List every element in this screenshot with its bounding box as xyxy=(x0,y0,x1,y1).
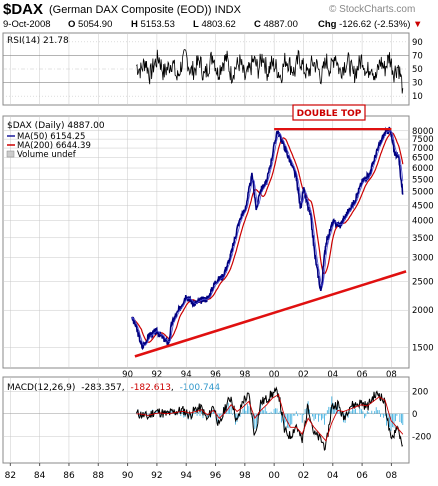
dax-price-line xyxy=(131,126,404,351)
rsi-panel: RSI(14) 21.78 90 70 50 30 10 xyxy=(2,32,423,106)
rsi-tick-label: 10 xyxy=(412,92,423,102)
x-tick-label: 08 xyxy=(386,471,398,481)
price-tick-label: 6500 xyxy=(412,154,434,164)
x-tick-label: 96 xyxy=(210,471,222,481)
price-x-tick-label: 94 xyxy=(181,370,192,380)
price-legend-volume: Volume undef xyxy=(6,150,77,160)
rsi-tick-label: 90 xyxy=(412,38,423,48)
stockcharts-logo: © StockCharts.com xyxy=(329,4,416,15)
price-tick-label: 1500 xyxy=(412,343,434,353)
rsi-tick-label: 30 xyxy=(412,79,423,89)
change-value: Chg -126.62 (-2.53%) ▼ xyxy=(318,19,423,30)
rsi-legend: RSI(14) 21.78 xyxy=(7,36,69,46)
support-trendline xyxy=(134,270,407,358)
price-x-tick-label: 02 xyxy=(298,370,309,380)
price-x-tick-label: 92 xyxy=(151,370,162,380)
ma200-line xyxy=(131,132,404,343)
x-tick-label: 86 xyxy=(63,471,75,481)
macd-panel: MACD(12,26,9) -283.357, -182.613, -100.7… xyxy=(2,376,431,464)
x-tick-label: 98 xyxy=(239,471,251,481)
double-top-annotation: DOUBLE TOP xyxy=(292,104,366,121)
macd-signal-line xyxy=(136,393,404,442)
price-tick-label: 8000 xyxy=(412,127,434,137)
price-x-tick-label: 00 xyxy=(269,370,280,380)
svg-text:MA(50) 6154.25: MA(50) 6154.25 xyxy=(17,132,85,142)
index-name: (German DAX Composite (EOD)) INDX xyxy=(49,4,241,16)
quote-date: 9-Oct-2008 xyxy=(3,19,51,30)
price-x-tick-label: 06 xyxy=(357,370,368,380)
price-frame xyxy=(2,115,410,369)
low-value: L 4803.62 xyxy=(193,19,236,30)
price-tick-label: 5000 xyxy=(412,188,434,198)
price-legend-dax: $DAX (Daily) 4887.00 xyxy=(7,121,105,131)
price-tick-label: 3500 xyxy=(412,234,434,244)
x-tick-label: 06 xyxy=(356,471,368,481)
macd-tick-label: 0 xyxy=(412,410,417,420)
rsi-tick-label: 50 xyxy=(412,65,423,75)
price-tick-label: 4500 xyxy=(412,201,434,211)
svg-text:DOUBLE TOP: DOUBLE TOP xyxy=(297,109,362,119)
price-tick-label: 2000 xyxy=(412,306,434,316)
x-tick-label: 94 xyxy=(180,471,192,481)
price-x-tick-label: 90 xyxy=(122,370,133,380)
price-x-tick-label: 96 xyxy=(210,370,221,380)
price-tick-label: 4000 xyxy=(412,216,434,226)
price-legend-ma50: MA(50) 6154.25 xyxy=(7,132,85,142)
price-legend-ma200: MA(200) 6644.39 xyxy=(7,141,91,151)
price-x-tick-label: 98 xyxy=(239,370,250,380)
x-tick-label: 82 xyxy=(5,471,16,481)
ma50-line xyxy=(131,130,404,346)
x-tick-label: 02 xyxy=(298,471,309,481)
x-tick-label: 00 xyxy=(268,471,280,481)
x-tick-label: 04 xyxy=(327,471,339,481)
price-tick-label: 7500 xyxy=(412,135,434,145)
price-x-tick-label: 08 xyxy=(386,370,397,380)
x-tick-label: 92 xyxy=(151,471,162,481)
high-value: H 5153.53 xyxy=(131,19,175,30)
price-tick-label: 2500 xyxy=(412,277,434,287)
price-tick-label: 7000 xyxy=(412,144,434,154)
macd-tick-label: -200 xyxy=(412,432,431,442)
chart-header: $DAX (German DAX Composite (EOD)) INDX 9… xyxy=(0,0,438,36)
macd-tick-label: 200 xyxy=(412,387,428,397)
open-value: O 5054.90 xyxy=(68,19,113,30)
x-axis: 82 84 86 88 90 92 94 96 98 00 02 04 06 08 xyxy=(5,463,398,481)
price-x-tick-label: 04 xyxy=(327,370,338,380)
x-tick-label: 84 xyxy=(34,471,46,481)
x-tick-label: 90 xyxy=(122,471,134,481)
close-value: C 4887.00 xyxy=(254,19,298,30)
x-tick-label: 88 xyxy=(93,471,105,481)
svg-text:MA(200) 6644.39: MA(200) 6644.39 xyxy=(17,141,91,151)
macd-legend: MACD(12,26,9) -283.357, -182.613, -100.7… xyxy=(7,383,220,393)
rsi-tick-label: 70 xyxy=(412,51,423,61)
price-panel: 90 92 94 96 98 00 02 04 06 08 80007500700065006000… xyxy=(2,104,434,380)
price-tick-label: 5500 xyxy=(412,175,434,185)
rsi-line xyxy=(136,49,404,94)
svg-text:Volume undef: Volume undef xyxy=(17,150,77,160)
price-tick-label: 6000 xyxy=(412,164,434,174)
symbol: $DAX xyxy=(3,1,44,18)
price-tick-label: 3000 xyxy=(412,254,434,264)
